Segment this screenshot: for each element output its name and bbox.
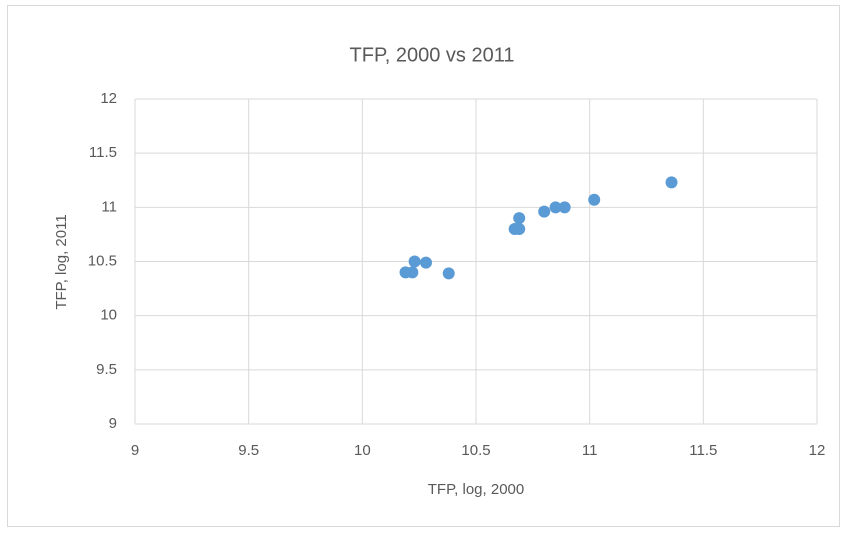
y-tick-label: 9 [109, 415, 117, 432]
x-tick-label: 9 [131, 442, 139, 459]
x-tick-label: 11.5 [689, 442, 717, 459]
scatter-point [406, 266, 419, 279]
y-tick-label: 9.5 [96, 361, 117, 378]
y-axis-label: TFP, log, 2011 [53, 214, 70, 309]
x-axis-label: TFP, log, 2000 [428, 481, 524, 498]
scatter-point [538, 205, 551, 218]
y-tick-label: 10 [100, 307, 117, 324]
scatter-point [588, 193, 601, 206]
scatter-point [419, 256, 432, 269]
x-tick-label: 9.5 [238, 442, 259, 459]
y-tick-label: 10.5 [88, 252, 117, 269]
chart-title: TFP, 2000 vs 2011 [350, 44, 515, 66]
y-tick-label: 11 [101, 198, 117, 215]
y-tick-label: 12 [100, 90, 117, 107]
x-tick-label: 10.5 [461, 442, 490, 459]
y-tick-label: 11.5 [89, 144, 117, 161]
scatter-point [549, 201, 562, 214]
scatter-point [665, 176, 678, 189]
x-tick-label: 11 [582, 442, 598, 459]
scatter-point [442, 267, 455, 280]
x-tick-label: 10 [354, 442, 371, 459]
x-tick-label: 12 [809, 442, 826, 459]
scatter-point [408, 255, 421, 268]
scatter-point [558, 201, 571, 214]
scatter-point [513, 223, 526, 235]
scatter-point [513, 212, 526, 225]
